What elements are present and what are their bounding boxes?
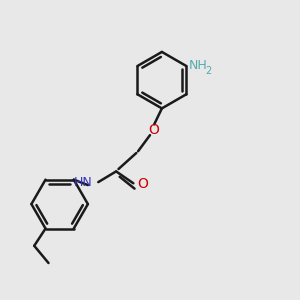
Text: HN: HN: [74, 176, 93, 189]
Text: O: O: [137, 177, 148, 191]
Text: O: O: [148, 123, 159, 137]
Text: NH: NH: [188, 59, 207, 72]
Text: 2: 2: [205, 66, 211, 76]
